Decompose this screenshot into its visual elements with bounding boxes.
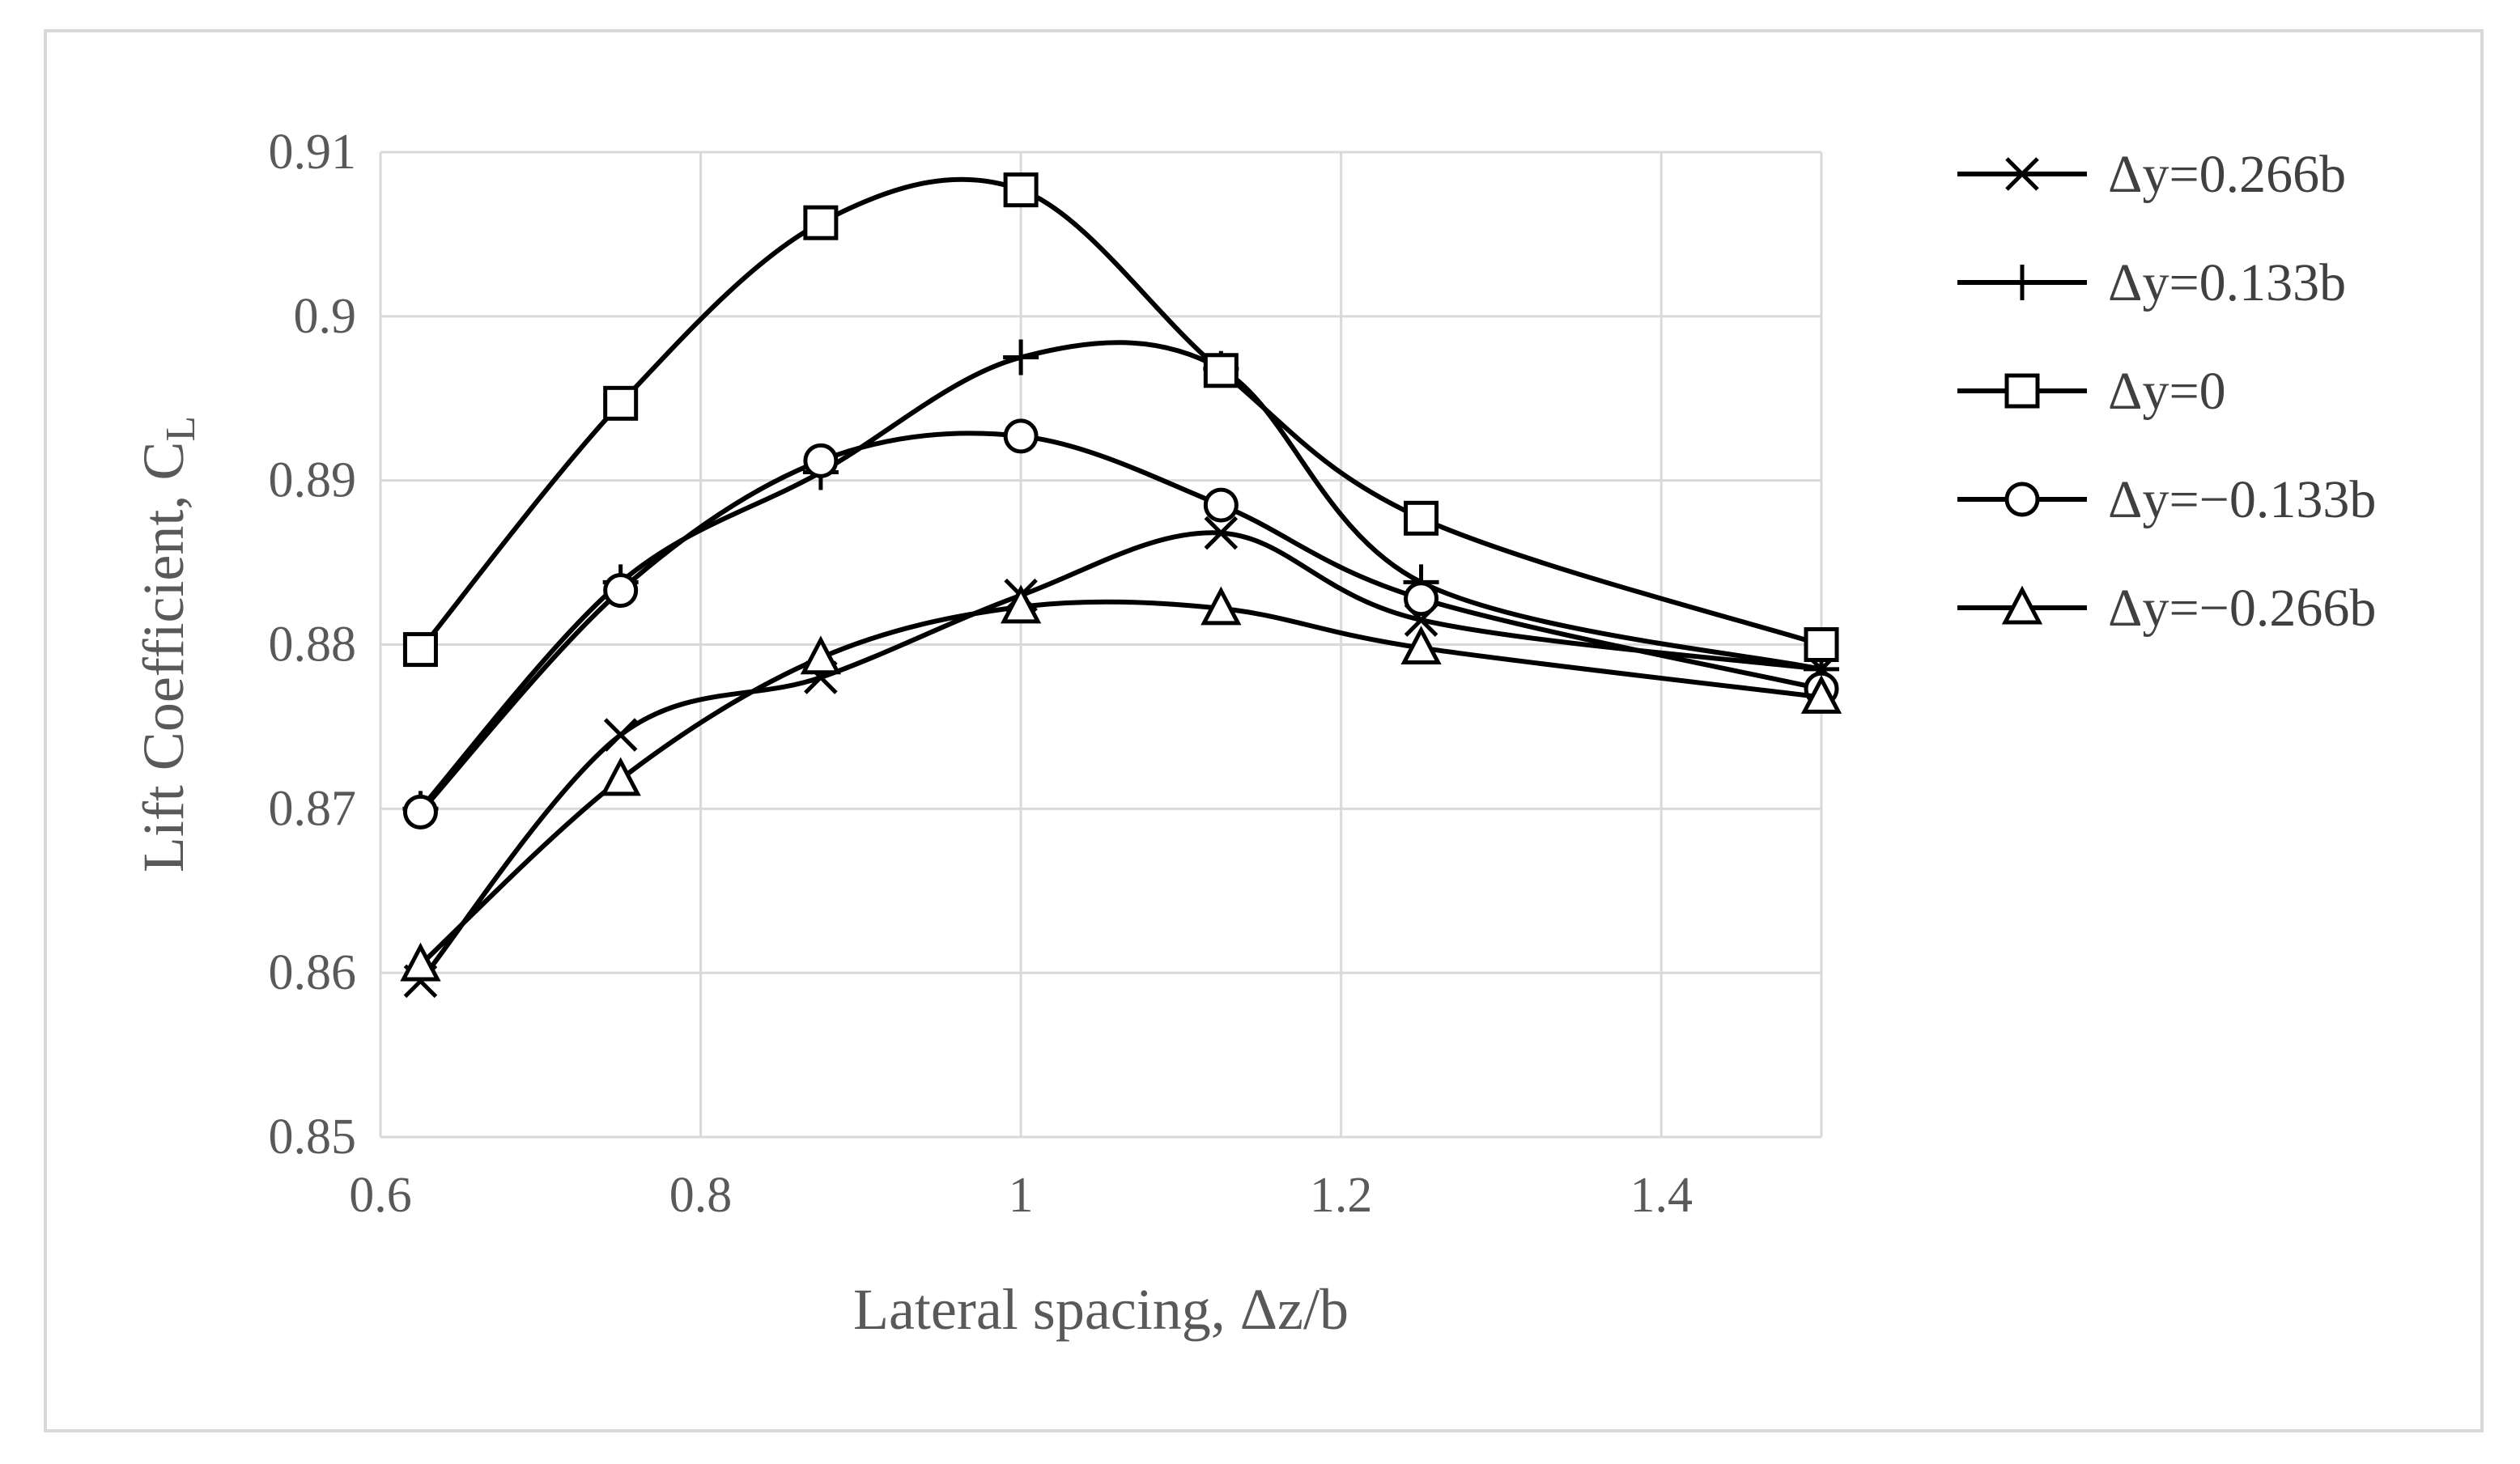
legend: Δy=0.266b Δy=0.133b Δy=0 Δy=−0.133b Δy=−0.26…: [1957, 145, 2376, 638]
y-tick-label: 0.9: [294, 289, 357, 344]
series-layer: [400, 172, 1842, 999]
x-tick-label: 1: [1009, 1168, 1034, 1223]
data-point-triangle: [1400, 626, 1442, 665]
data-point-square: [1404, 500, 1439, 536]
y-tick-label: 0.85: [269, 1110, 357, 1165]
y-tick-label: 0.87: [269, 781, 357, 836]
data-point-circle: [803, 443, 839, 478]
axes: 0.85 0.86 0.87 0.88 0.89 0.9 0.91 0.6 0.8 1 1.2 1.4: [269, 125, 1693, 1223]
data-point-x: [1204, 516, 1239, 550]
data-point-circle: [603, 573, 639, 609]
legend-label: Δy=−0.133b: [2108, 470, 2376, 529]
data-point-circle: [1003, 418, 1039, 454]
legend-marker-square: [2004, 373, 2040, 409]
data-point-plus: [1003, 339, 1039, 376]
y-tick-label: 0.88: [269, 617, 357, 673]
data-point-square: [803, 205, 839, 240]
legend-label: Δy=−0.266b: [2108, 579, 2376, 638]
y-axis-title: Lift Coefficient, CL: [131, 416, 204, 872]
data-point-triangle: [1201, 586, 1242, 626]
series-square: [402, 172, 1839, 668]
data-point-circle: [1404, 581, 1439, 617]
legend-marker-plus: [2004, 265, 2040, 300]
x-tick-label: 1.4: [1630, 1168, 1693, 1223]
legend-marker-circle: [2004, 482, 2040, 517]
legend-label: Δy=0.266b: [2108, 145, 2346, 204]
data-point-triangle: [1000, 584, 1042, 624]
data-point-square: [402, 632, 438, 668]
legend-entry: Δy=−0.266b: [1957, 579, 2376, 638]
y-axis-title-subscript: L: [158, 416, 204, 442]
data-point-square: [1003, 172, 1039, 208]
data-point-square: [1203, 353, 1239, 388]
legend-entry: Δy=0.266b: [1957, 145, 2346, 204]
y-tick-label: 0.91: [269, 125, 357, 180]
legend-entry: Δy=−0.133b: [1957, 470, 2376, 529]
x-axis-title: Lateral spacing, Δz/b: [853, 1277, 1349, 1342]
legend-entry: Δy=0.133b: [1957, 253, 2346, 312]
series-triangle: [400, 584, 1842, 982]
legend-marker-triangle: [2001, 585, 2043, 625]
y-tick-label: 0.89: [269, 453, 357, 508]
x-tick-label: 1.2: [1310, 1168, 1373, 1223]
y-axis-title-main: Lift Coefficient, C: [131, 442, 196, 873]
legend-entry: Δy=0: [1957, 362, 2226, 421]
legend-label: Δy=0: [2108, 362, 2226, 421]
data-point-x: [603, 718, 638, 752]
data-point-triangle: [400, 942, 441, 982]
data-point-square: [603, 385, 639, 421]
chart-border: [44, 29, 2484, 1432]
data-point-circle: [402, 794, 438, 830]
data-point-circle: [1203, 487, 1239, 523]
legend-label: Δy=0.133b: [2108, 253, 2346, 312]
y-tick-label: 0.86: [269, 945, 357, 1000]
data-point-triangle: [1800, 675, 1842, 714]
legend-marker-x: [2005, 157, 2039, 191]
data-point-square: [1804, 627, 1839, 662]
x-tick-label: 0.6: [349, 1168, 412, 1223]
x-tick-label: 0.8: [669, 1168, 733, 1223]
data-point-triangle: [800, 635, 842, 675]
data-point-triangle: [600, 757, 641, 796]
